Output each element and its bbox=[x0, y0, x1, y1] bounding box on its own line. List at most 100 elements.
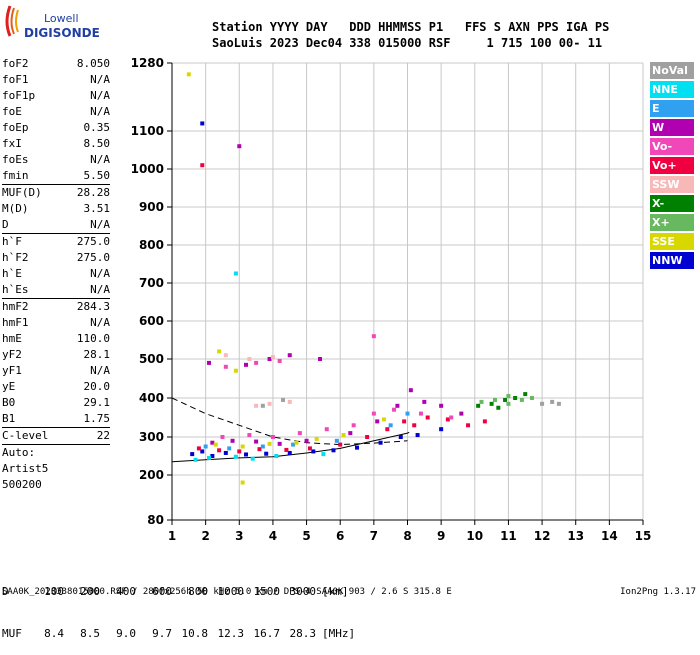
echo-point bbox=[267, 357, 272, 361]
echo-point bbox=[415, 433, 420, 438]
x-tick-label: 10 bbox=[466, 529, 483, 543]
echo-point bbox=[459, 411, 464, 416]
muf-table-cell: 1000 bbox=[217, 585, 245, 598]
echo-point bbox=[210, 454, 215, 458]
echo-point bbox=[392, 407, 397, 412]
legend-item: Vo+ bbox=[650, 157, 694, 174]
header-line-1: Station YYYY DAY DDD HHMMSS P1 FFS S AXN… bbox=[212, 20, 610, 34]
echo-point bbox=[519, 397, 524, 402]
echo-point bbox=[203, 444, 208, 449]
echo-point bbox=[385, 427, 390, 432]
echo-point bbox=[217, 349, 222, 354]
echo-point bbox=[341, 433, 346, 438]
param-value: 29.1 bbox=[83, 396, 111, 409]
param-row: foF2 8.050 bbox=[2, 56, 110, 72]
param-name: D bbox=[2, 218, 9, 231]
echo-point bbox=[207, 455, 212, 460]
echo-point bbox=[237, 449, 242, 454]
muf-table-cell: 28.3 bbox=[289, 627, 317, 640]
y-tick-label: 500 bbox=[139, 352, 164, 366]
echo-point bbox=[445, 417, 450, 422]
echo-point bbox=[254, 360, 259, 365]
param-row: M(D) 3.51 bbox=[2, 201, 110, 217]
param-row: yF2 28.1 bbox=[2, 347, 110, 363]
echo-point bbox=[240, 444, 245, 449]
echo-point bbox=[244, 452, 249, 457]
ionogram-chart: 1 2 3 4 5 6 7 8 9 10 11 12 13 14 158020030040050060070… bbox=[131, 56, 652, 543]
echo-point bbox=[274, 454, 279, 458]
echo-point bbox=[375, 419, 380, 424]
echo-point bbox=[476, 403, 481, 408]
echo-point bbox=[284, 447, 289, 452]
y-tick-label: 1000 bbox=[131, 162, 164, 176]
y-tick-label: 900 bbox=[139, 200, 164, 214]
echo-point bbox=[260, 403, 265, 408]
param-value: 1.75 bbox=[83, 412, 111, 425]
autoscale-info: Artist5 bbox=[2, 462, 49, 475]
param-value: N/A bbox=[90, 267, 110, 280]
param-row: hmE 110.0 bbox=[2, 331, 110, 347]
echo-point bbox=[233, 368, 238, 373]
param-value: 28.1 bbox=[83, 348, 111, 361]
param-row: h`F2 275.0 bbox=[2, 250, 110, 266]
muf-table-cell: 3000 bbox=[289, 585, 317, 598]
param-name: foE bbox=[2, 105, 22, 118]
echo-point bbox=[314, 436, 319, 441]
echo-point bbox=[297, 431, 302, 436]
echo-point bbox=[233, 454, 238, 459]
echo-point bbox=[254, 439, 259, 444]
param-name: M(D) bbox=[2, 202, 29, 215]
param-name: C-level bbox=[2, 429, 49, 442]
muf-table-cell: 9.7 bbox=[152, 627, 172, 640]
autoscale-info: 500200 bbox=[2, 478, 42, 491]
legend-item: NNW bbox=[650, 252, 694, 269]
echo-point bbox=[287, 450, 292, 455]
echo-point bbox=[334, 438, 339, 443]
muf-table-cell: 12.3 bbox=[217, 627, 245, 640]
param-value: N/A bbox=[90, 153, 110, 166]
separator bbox=[2, 444, 110, 445]
param-name: h`F2 bbox=[2, 251, 29, 264]
echo-point bbox=[223, 353, 228, 358]
x-tick-label: 5 bbox=[302, 529, 310, 543]
param-row: foF1p N/A bbox=[2, 88, 110, 104]
echo-point bbox=[210, 440, 215, 445]
legend-item: X+ bbox=[650, 214, 694, 231]
muf-table-cell: 100 bbox=[44, 585, 64, 598]
logo-line2: DIGISONDE bbox=[24, 26, 100, 40]
echo-point bbox=[540, 401, 545, 406]
header-line-2: SaoLuis 2023 Dec04 338 015000 RSF 1 715 … bbox=[212, 36, 603, 50]
param-name: h`F bbox=[2, 235, 22, 248]
profile-line bbox=[171, 431, 410, 463]
echo-point bbox=[287, 399, 292, 404]
param-value: N/A bbox=[90, 105, 110, 118]
x-tick-label: 14 bbox=[601, 529, 618, 543]
x-tick-label: 11 bbox=[500, 529, 517, 543]
echo-point bbox=[482, 419, 487, 424]
muf-table-cell: 1500 bbox=[253, 585, 281, 598]
echo-point bbox=[244, 362, 249, 367]
echo-point bbox=[318, 357, 323, 361]
echo-point bbox=[200, 121, 205, 126]
param-name: B1 bbox=[2, 412, 16, 425]
separator bbox=[2, 298, 110, 299]
legend-item: E bbox=[650, 100, 694, 117]
echo-point bbox=[223, 450, 228, 455]
echo-point bbox=[237, 144, 242, 149]
param-name: B0 bbox=[2, 396, 16, 409]
echo-point bbox=[233, 271, 238, 276]
echo-point bbox=[257, 447, 262, 452]
param-name: yF2 bbox=[2, 348, 22, 361]
echo-point bbox=[381, 417, 386, 422]
echo-point bbox=[371, 411, 376, 416]
echo-point bbox=[529, 396, 534, 400]
distance-unit: [km] bbox=[322, 585, 349, 598]
echo-point bbox=[277, 358, 282, 363]
param-name: fmin bbox=[2, 169, 29, 182]
echo-point bbox=[466, 423, 471, 428]
echo-point bbox=[287, 353, 292, 358]
echo-point bbox=[489, 401, 494, 406]
legend-item: X- bbox=[650, 195, 694, 212]
echo-point bbox=[422, 399, 427, 404]
param-row: yE 20.0 bbox=[2, 379, 110, 395]
